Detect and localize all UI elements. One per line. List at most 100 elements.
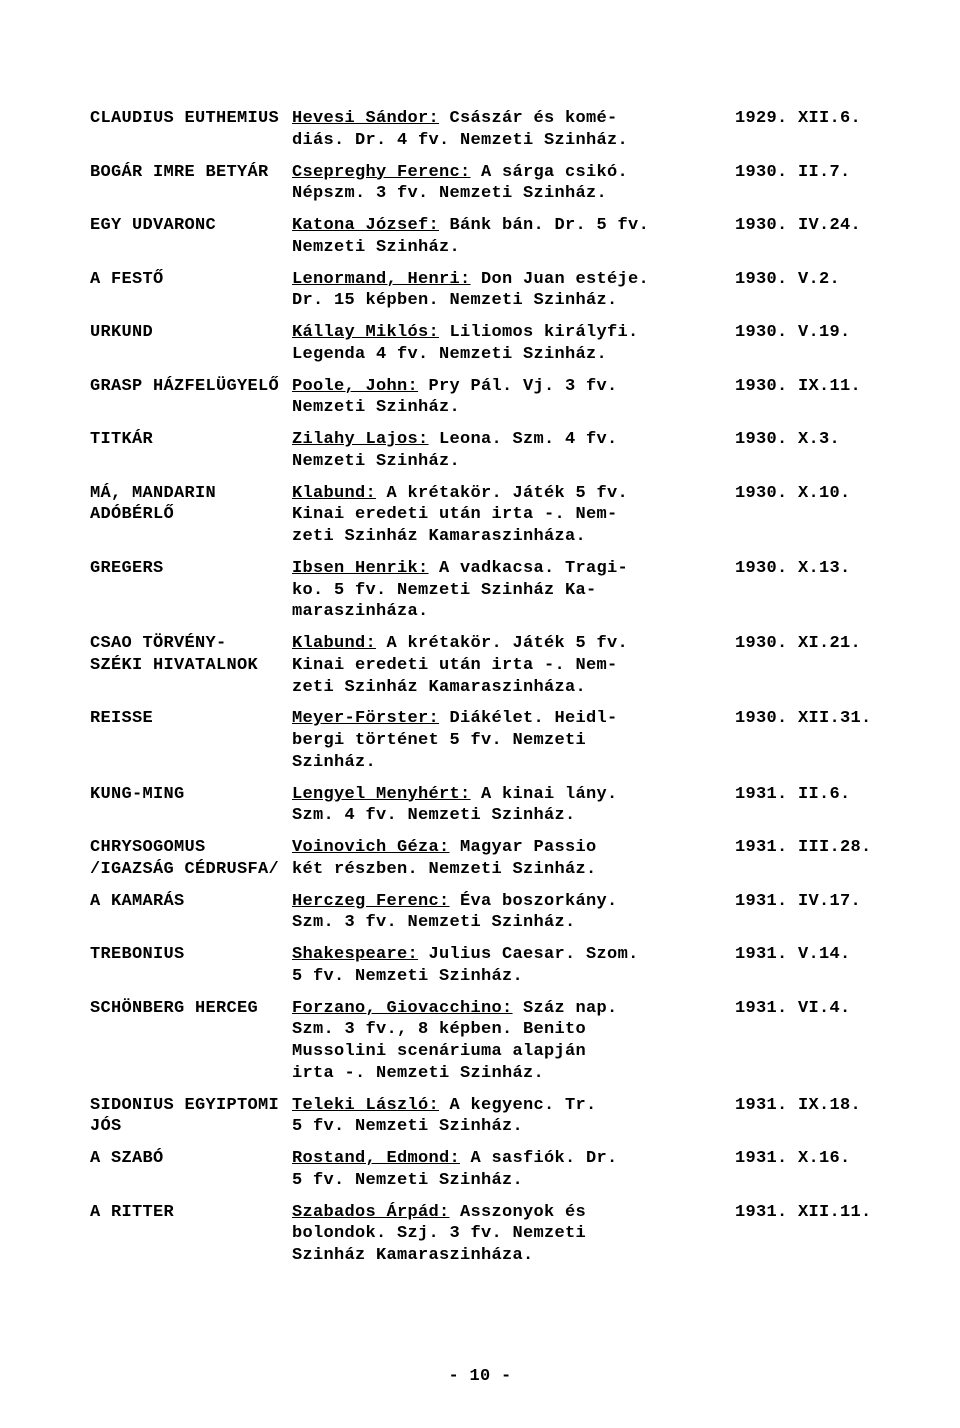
description-cont-line: Nemzeti Szinház. (292, 451, 723, 473)
entry-row: A KAMARÁSHerczeg Ferenc: Éva boszorkány.… (90, 891, 890, 935)
author-underlined: Forzano, Giovacchino: (292, 999, 513, 1018)
date-cell: 1930. II.7. (735, 162, 890, 206)
role-cell: TREBONIUS (90, 944, 292, 988)
description-first-line: Teleki László: A kegyenc. Tr. (292, 1095, 723, 1117)
description-first-line: Klabund: A krétakör. Játék 5 fv. (292, 483, 723, 505)
author-underlined: Shakespeare: (292, 945, 418, 964)
description-cont-line: bergi történet 5 fv. Nemzeti (292, 730, 723, 752)
author-underlined: Klabund: (292, 484, 376, 503)
author-underlined: Voinovich Géza: (292, 838, 450, 857)
description-first-rest: Julius Caesar. Szom. (418, 945, 639, 964)
date-cell: 1931. VI.4. (735, 998, 890, 1085)
description-first-line: Forzano, Giovacchino: Száz nap. (292, 998, 723, 1020)
entry-row: REISSEMeyer-Förster: Diákélet. Heidl-ber… (90, 708, 890, 773)
description-first-rest: Bánk bán. Dr. 5 fv. (439, 216, 649, 235)
role-cell: REISSE (90, 708, 292, 773)
description-first-line: Shakespeare: Julius Caesar. Szom. (292, 944, 723, 966)
description-cont-line: bolondok. Szj. 3 fv. Nemzeti (292, 1223, 723, 1245)
entries-list: CLAUDIUS EUTHEMIUSHevesi Sándor: Császár… (90, 108, 890, 1267)
description-first-rest: Száz nap. (513, 999, 618, 1018)
entry-row: CLAUDIUS EUTHEMIUSHevesi Sándor: Császár… (90, 108, 890, 152)
page-number: - 10 - (0, 1366, 960, 1388)
date-cell: 1931. XII.11. (735, 1202, 890, 1267)
document-page: CLAUDIUS EUTHEMIUSHevesi Sándor: Császár… (0, 0, 960, 1428)
description-first-line: Katona József: Bánk bán. Dr. 5 fv. (292, 215, 723, 237)
description-first-rest: A krétakör. Játék 5 fv. (376, 484, 628, 503)
description-cont-line: Kinai eredeti után irta -. Nem- (292, 655, 723, 677)
description-first-rest: A kegyenc. Tr. (439, 1096, 597, 1115)
role-cell: GRASP HÁZFELÜGYELŐ (90, 376, 292, 420)
role-cell: CSAO TÖRVÉNY- SZÉKI HIVATALNOK (90, 633, 292, 698)
entry-row: TREBONIUSShakespeare: Julius Caesar. Szo… (90, 944, 890, 988)
description-cont-line: maraszinháza. (292, 601, 723, 623)
entry-row: TITKÁRZilahy Lajos: Leona. Szm. 4 fv.Nem… (90, 429, 890, 473)
description-cont-line: Szm. 3 fv. Nemzeti Szinház. (292, 912, 723, 934)
entry-row: KUNG-MINGLengyel Menyhért: A kinai lány.… (90, 784, 890, 828)
entry-row: BOGÁR IMRE BETYÁRCsepreghy Ferenc: A sár… (90, 162, 890, 206)
description-first-line: Csepreghy Ferenc: A sárga csikó. (292, 162, 723, 184)
description-cell: Herczeg Ferenc: Éva boszorkány.Szm. 3 fv… (292, 891, 735, 935)
description-first-rest: A sárga csikó. (471, 163, 629, 182)
date-cell: 1930. X.3. (735, 429, 890, 473)
description-cont-line: diás. Dr. 4 fv. Nemzeti Szinház. (292, 130, 723, 152)
date-cell: 1930. X.10. (735, 483, 890, 548)
date-cell: 1930. X.13. (735, 558, 890, 623)
description-first-line: Hevesi Sándor: Császár és komé- (292, 108, 723, 130)
description-cont-line: két részben. Nemzeti Szinház. (292, 859, 723, 881)
description-cell: Teleki László: A kegyenc. Tr.5 fv. Nemze… (292, 1095, 735, 1139)
entry-row: A RITTERSzabados Árpád: Asszonyok ésbolo… (90, 1202, 890, 1267)
entry-row: SCHÖNBERG HERCEGForzano, Giovacchino: Sz… (90, 998, 890, 1085)
description-cell: Meyer-Förster: Diákélet. Heidl-bergi tör… (292, 708, 735, 773)
description-cont-line: Szinház Kamaraszinháza. (292, 1245, 723, 1267)
role-cell: A KAMARÁS (90, 891, 292, 935)
date-cell: 1931. IV.17. (735, 891, 890, 935)
description-first-line: Herczeg Ferenc: Éva boszorkány. (292, 891, 723, 913)
description-first-rest: Leona. Szm. 4 fv. (429, 430, 618, 449)
role-cell: URKUND (90, 322, 292, 366)
description-first-line: Zilahy Lajos: Leona. Szm. 4 fv. (292, 429, 723, 451)
description-cont-line: Szm. 4 fv. Nemzeti Szinház. (292, 805, 723, 827)
description-cont-line: ko. 5 fv. Nemzeti Szinház Ka- (292, 580, 723, 602)
author-underlined: Klabund: (292, 634, 376, 653)
description-first-rest: Diákélet. Heidl- (439, 709, 618, 728)
role-cell: BOGÁR IMRE BETYÁR (90, 162, 292, 206)
description-first-line: Poole, John: Pry Pál. Vj. 3 fv. (292, 376, 723, 398)
description-first-rest: Magyar Passio (450, 838, 597, 857)
description-cell: Voinovich Géza: Magyar Passio két részben… (292, 837, 735, 881)
role-cell: SIDONIUS EGYIPTOMI JÓS (90, 1095, 292, 1139)
description-first-line: Rostand, Edmond: A sasfiók. Dr. (292, 1148, 723, 1170)
description-first-line: Klabund: A krétakör. Játék 5 fv. (292, 633, 723, 655)
description-first-rest: A kinai lány. (471, 785, 618, 804)
date-cell: 1931. II.6. (735, 784, 890, 828)
date-cell: 1931. IX.18. (735, 1095, 890, 1139)
description-first-rest: Pry Pál. Vj. 3 fv. (418, 377, 618, 396)
role-cell: CHRYSOGOMUS /IGAZSÁG CÉDRUSFA/ (90, 837, 292, 881)
entry-row: A FESTŐLenormand, Henri: Don Juan estéje… (90, 269, 890, 313)
date-cell: 1930. IX.11. (735, 376, 890, 420)
description-first-line: Kállay Miklós: Liliomos királyfi. (292, 322, 723, 344)
description-cell: Rostand, Edmond: A sasfiók. Dr.5 fv. Nem… (292, 1148, 735, 1192)
author-underlined: Ibsen Henrik: (292, 559, 429, 578)
entry-row: A SZABÓRostand, Edmond: A sasfiók. Dr.5 … (90, 1148, 890, 1192)
description-first-rest: A krétakör. Játék 5 fv. (376, 634, 628, 653)
description-first-line: Lenormand, Henri: Don Juan estéje. (292, 269, 723, 291)
description-first-line: Szabados Árpád: Asszonyok és (292, 1202, 723, 1224)
author-underlined: Poole, John: (292, 377, 418, 396)
description-cell: Kállay Miklós: Liliomos királyfi.Legenda… (292, 322, 735, 366)
description-first-rest: Császár és komé- (439, 109, 618, 128)
entry-row: CSAO TÖRVÉNY- SZÉKI HIVATALNOKKlabund: A… (90, 633, 890, 698)
description-cell: Szabados Árpád: Asszonyok ésbolondok. Sz… (292, 1202, 735, 1267)
role-cell: A RITTER (90, 1202, 292, 1267)
description-first-line: Meyer-Förster: Diákélet. Heidl- (292, 708, 723, 730)
date-cell: 1931. V.14. (735, 944, 890, 988)
author-underlined: Lengyel Menyhért: (292, 785, 471, 804)
author-underlined: Katona József: (292, 216, 439, 235)
date-cell: 1931. III.28. (735, 837, 890, 881)
author-underlined: Szabados Árpád: (292, 1203, 450, 1222)
description-cell: Csepreghy Ferenc: A sárga csikó.Népszm. … (292, 162, 735, 206)
description-cont-line: zeti Szinház Kamaraszinháza. (292, 677, 723, 699)
description-cell: Klabund: A krétakör. Játék 5 fv.Kinai er… (292, 483, 735, 548)
role-cell: CLAUDIUS EUTHEMIUS (90, 108, 292, 152)
description-first-rest: A sasfiók. Dr. (460, 1149, 618, 1168)
author-underlined: Kállay Miklós: (292, 323, 439, 342)
